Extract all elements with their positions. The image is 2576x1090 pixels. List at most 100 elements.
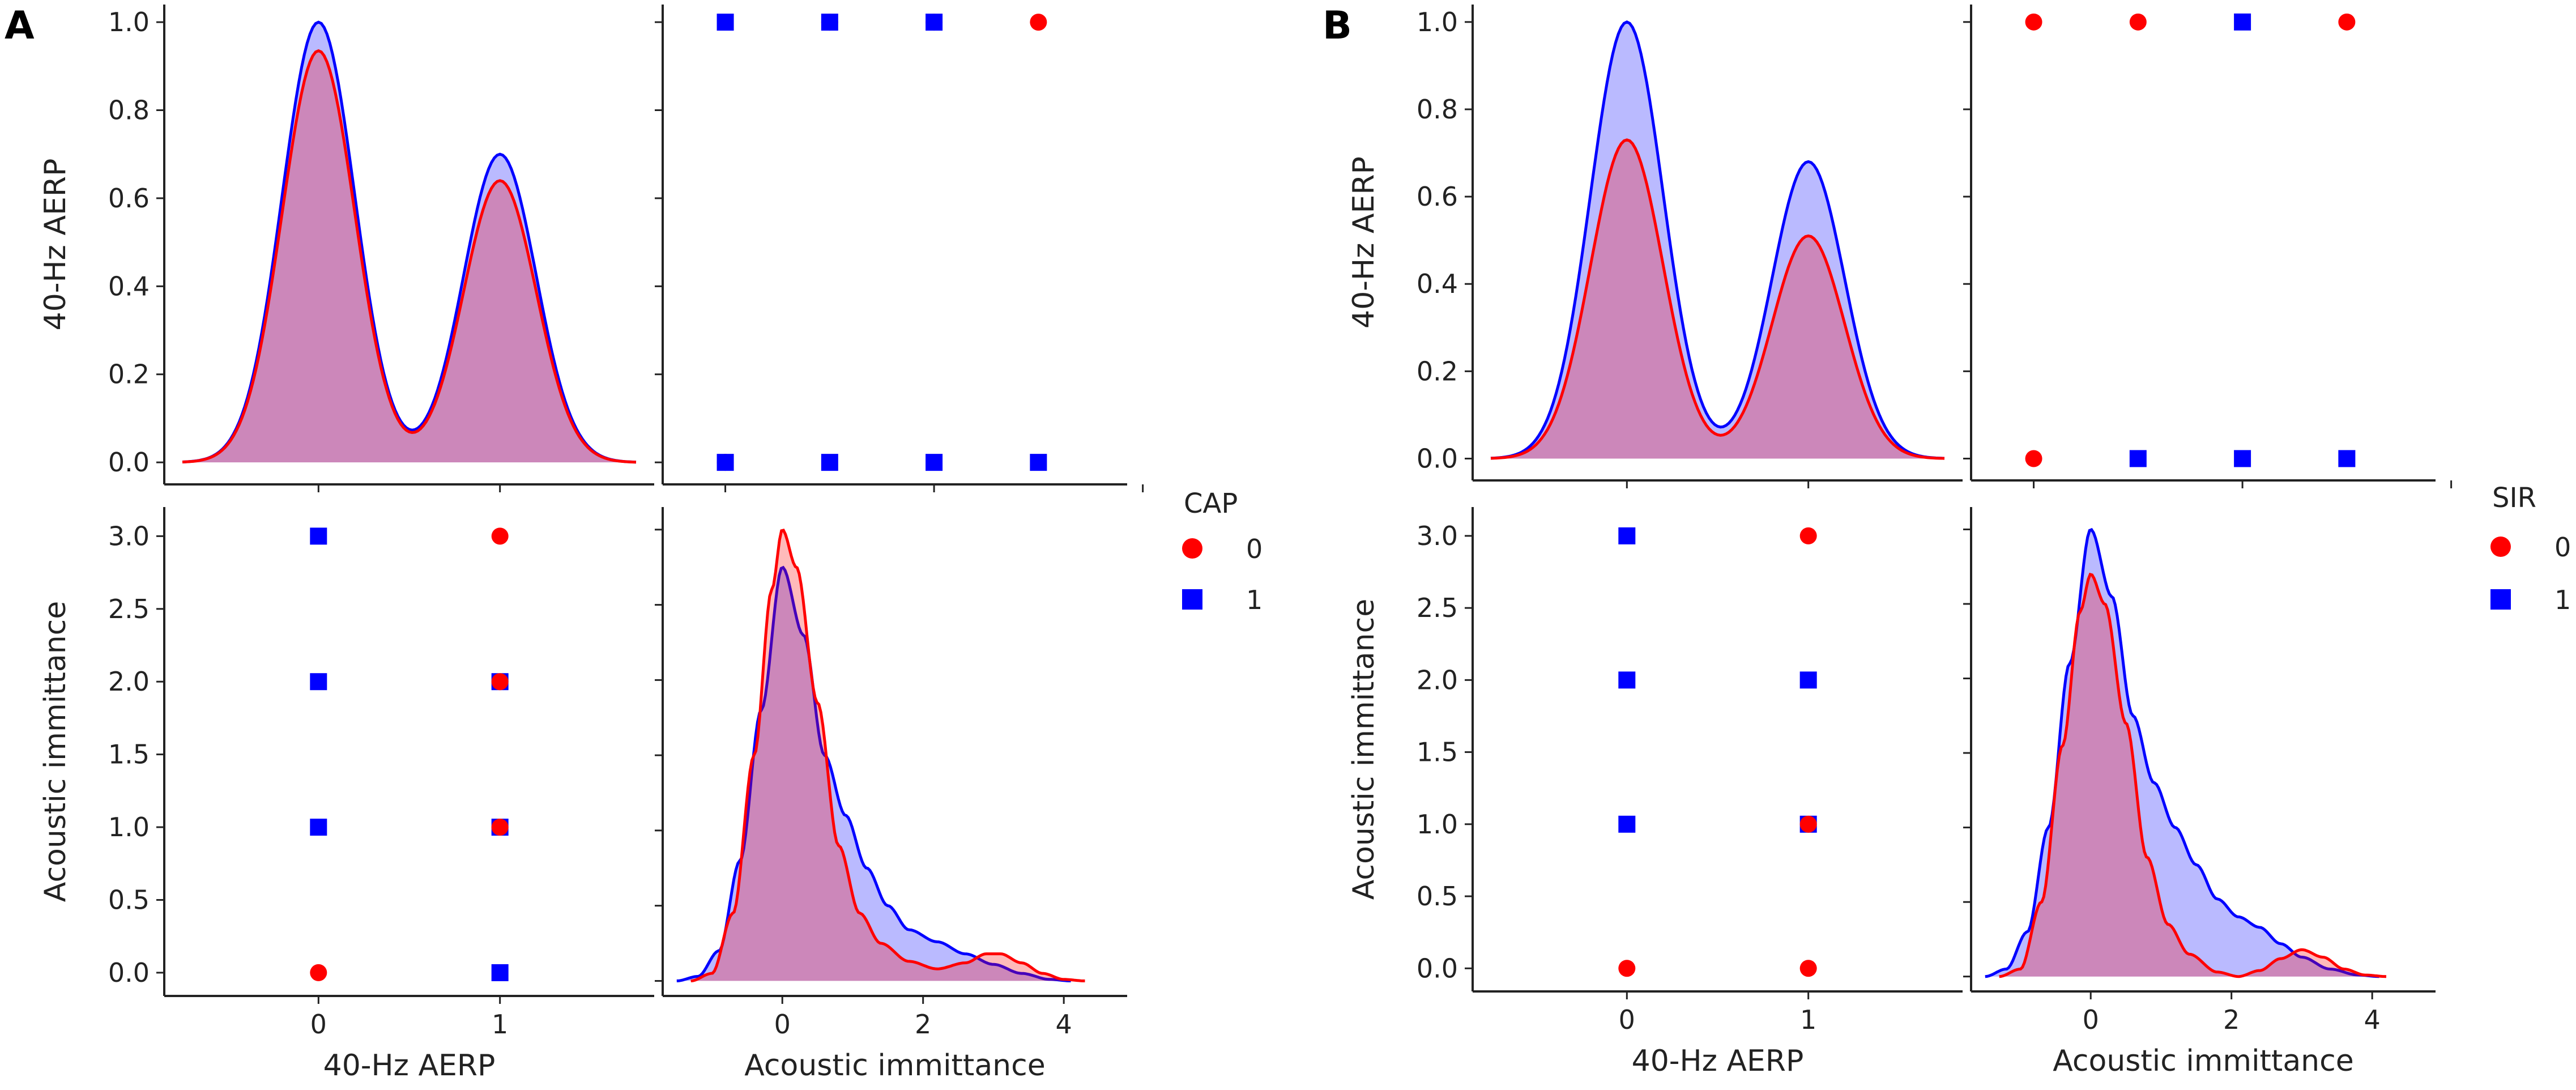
panel-label: B [1323,3,1352,48]
scatter-bl-point-cap0 [310,964,327,981]
scatter-bl-point-cap1 [310,673,327,691]
kde-acoustic-line-1 [1985,527,2379,978]
scatter-bl-point-cap0 [1799,527,1817,544]
legend-label-0: 0 [1246,534,1263,564]
legend-marker-0 [2490,537,2511,557]
scatter-bl-point-cap1 [1618,527,1636,544]
scatter-tr-point-cap1 [716,14,734,31]
kde-aerp-fill-1 [1491,22,1944,459]
legend-label-0: 0 [2554,532,2571,563]
kde-aerp-line-0 [1490,138,1945,460]
scatter-tr-point-cap1 [2129,450,2147,467]
scatter-tr-point-cap0 [1030,14,1047,31]
scatter-bl-ytick-label: 0.0 [108,957,150,988]
kde-acoustic-fill-0 [1999,574,2386,977]
scatter-tr-point-cap0 [2129,13,2147,31]
legend-label-1: 1 [1246,585,1263,615]
scatter-bl-ytick-label: 2.5 [108,594,150,624]
kde-acoustic-xtick-label: 2 [915,1009,931,1040]
scatter-bl-ytick-label: 2.5 [1417,593,1458,623]
scatter-bl-point-cap0 [1799,960,1817,977]
scatter-tr-point-cap0 [2025,13,2042,31]
scatter-bl-point-cap0 [1618,960,1636,977]
x-axis-label-left: 40-Hz AERP [1632,1044,1804,1078]
kde-aerp-line-0 [182,49,637,464]
kde-acoustic-xtick-label: 4 [1056,1009,1072,1040]
kde-aerp-fill-0 [182,50,636,463]
y-axis-label-top: 40-Hz AERP [1347,156,1381,329]
scatter-bl-point-cap1 [491,964,509,981]
kde-acoustic-fill-1 [1985,530,2379,977]
scatter-tr-point-cap1 [821,454,838,471]
scatter-bl-ytick-label: 0.5 [108,884,150,915]
kde-aerp-fill-0 [1491,139,1944,459]
scatter-bl-point-cap1 [1799,671,1817,689]
scatter-bl-ytick-label: 3.0 [1417,521,1458,551]
kde-acoustic-xtick-label: 2 [2223,1004,2240,1035]
kde-aerp-ytick-label: 0.0 [1417,443,1458,474]
scatter-bl-point-cap1 [1618,671,1636,689]
legend-label-1: 1 [2554,585,2571,615]
kde-aerp-ytick-label: 1.0 [1417,7,1458,37]
scatter-bl-xtick-label: 0 [1619,1004,1635,1035]
scatter-bl-ytick-label: 0.0 [1417,953,1458,983]
scatter-tr-point-cap0 [2025,450,2042,467]
scatter-bl-point-cap0 [491,527,509,545]
kde-aerp-line-1 [182,20,637,464]
kde-acoustic-line-0 [690,529,1085,982]
scatter-bl-point-cap1 [310,527,327,545]
scatter-bl-xtick-label: 1 [492,1009,508,1040]
scatter-tr-point-cap1 [716,454,734,471]
scatter-tr-point-cap1 [926,454,943,471]
scatter-bl-xtick-label: 1 [1800,1004,1816,1035]
y-axis-label-bottom: Acoustic immittance [1347,599,1381,900]
legend-title: CAP [1184,488,1238,520]
scatter-bl-point-cap0 [1799,815,1817,833]
kde-acoustic-xtick-label: 0 [2083,1004,2099,1035]
scatter-bl-point-cap0 [491,819,509,836]
y-axis-label-top: 40-Hz AERP [39,159,72,331]
scatter-bl-ytick-label: 1.5 [108,739,150,770]
kde-aerp-ytick-label: 0.8 [1417,94,1458,125]
scatter-bl-ytick-label: 2.0 [1417,665,1458,695]
panel-label: A [5,3,35,48]
scatter-bl-point-cap1 [1618,815,1636,833]
scatter-bl-ytick-label: 1.5 [1417,737,1458,768]
scatter-bl-ytick-label: 2.0 [108,666,150,697]
kde-aerp-ytick-label: 0.6 [108,183,150,214]
scatter-tr-point-cap0 [2338,13,2356,31]
x-axis-label-right: Acoustic immittance [2053,1044,2353,1078]
scatter-tr-point-cap1 [2338,450,2356,467]
kde-acoustic-line-0 [1999,572,2387,978]
panel-a: A 0.0 0.2 0.4 0.6 0.8 1.0 40-Hz AERP 0.0 0.5 1.0 1.… [5,3,1263,1083]
scatter-bl-ytick-label: 1.0 [1417,809,1458,840]
scatter-bl-ytick-label: 1.0 [108,812,150,842]
scatter-bl-xtick-label: 0 [310,1009,327,1040]
panel-b: B 0.0 0.2 0.4 0.6 0.8 1.0 40-Hz AERP 0.0 0.5 1.0 1.… [1323,3,2571,1078]
scatter-tr-point-cap1 [1030,454,1047,471]
scatter-bl-point-cap0 [491,673,509,691]
legend-marker-1 [1182,589,1202,610]
kde-aerp-ytick-label: 0.4 [1417,269,1458,299]
kde-aerp-ytick-label: 0.8 [108,95,150,125]
y-axis-label-bottom: Acoustic immittance [39,601,72,902]
kde-aerp-ytick-label: 0.6 [1417,181,1458,212]
scatter-tr-point-cap1 [926,14,943,31]
kde-acoustic-xtick-label: 4 [2364,1004,2381,1035]
scatter-tr-point-cap1 [2234,13,2251,31]
kde-acoustic-fill-0 [690,530,1085,981]
x-axis-label-right: Acoustic immittance [744,1049,1045,1083]
scatter-tr-point-cap1 [2234,450,2251,467]
legend-marker-1 [2490,589,2511,610]
kde-aerp-ytick-label: 0.2 [108,359,150,390]
scatter-bl-ytick-label: 3.0 [108,521,150,551]
scatter-tr-point-cap1 [821,14,838,31]
kde-acoustic-fill-1 [676,567,1071,981]
x-axis-label-left: 40-Hz AERP [323,1049,496,1083]
legend-title: SIR [2492,482,2536,514]
kde-aerp-line-1 [1490,20,1945,460]
scatter-bl-ytick-label: 0.5 [1417,881,1458,912]
kde-aerp-ytick-label: 0.4 [108,271,150,301]
legend-marker-0 [1182,538,1202,559]
